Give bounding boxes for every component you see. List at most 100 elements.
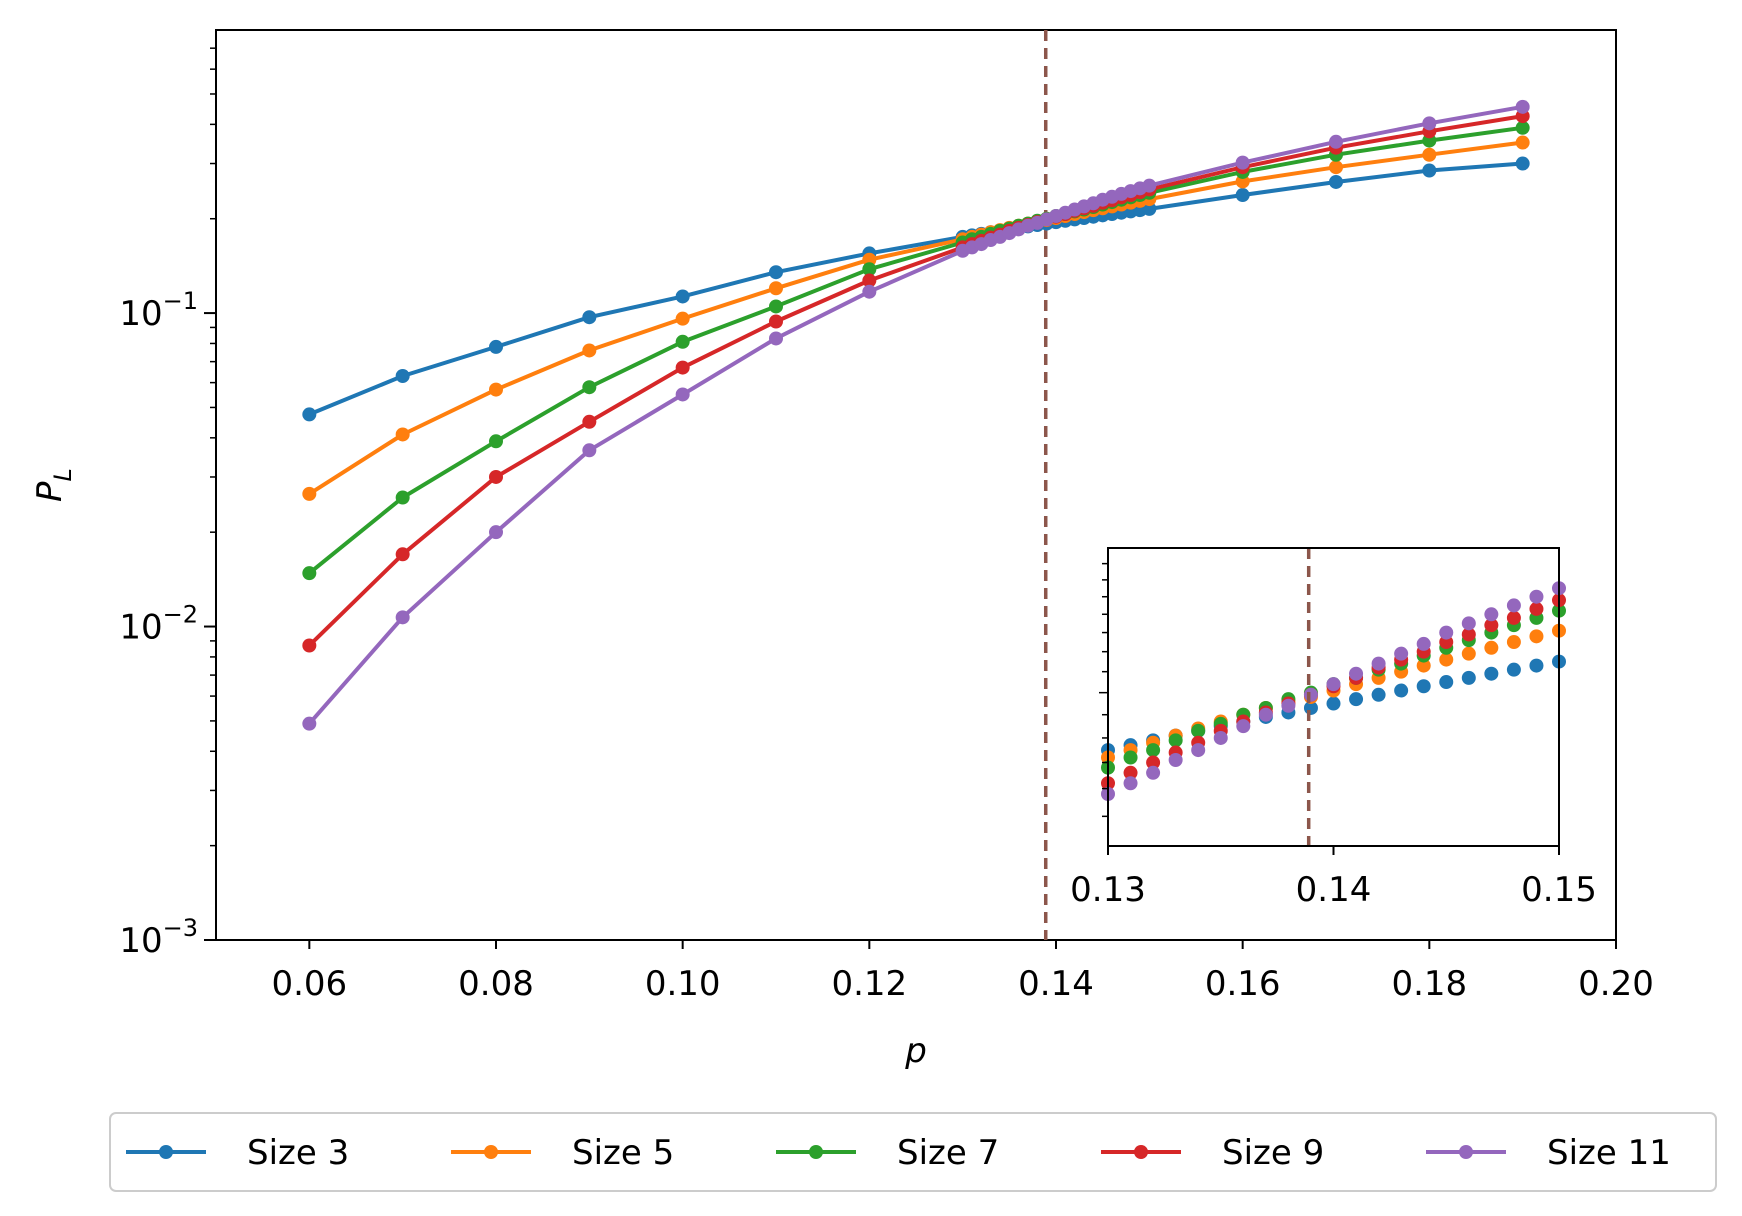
inset-point-size-11 — [1416, 636, 1431, 651]
inset-point-size-11 — [1236, 719, 1251, 734]
inset-point-size-9 — [1506, 610, 1521, 625]
x-tick-label: 0.18 — [1391, 964, 1467, 1004]
legend-item-size-7: Size 7 — [776, 1133, 999, 1173]
inset-point-size-11 — [1303, 687, 1318, 702]
data-point-size-9 — [302, 638, 317, 653]
inset-point-size-3 — [1529, 658, 1544, 673]
data-point-size-9 — [582, 414, 597, 429]
y-tick-label: 10−2 — [119, 601, 198, 648]
inset-point-size-7 — [1146, 743, 1161, 758]
inset-point-size-11 — [1439, 625, 1454, 640]
data-point-size-11 — [1329, 134, 1343, 149]
data-point-size-3 — [1235, 188, 1250, 203]
inset-point-size-3 — [1326, 696, 1341, 711]
inset-point-size-11 — [1326, 677, 1341, 692]
x-tick-label: 0.20 — [1578, 964, 1654, 1004]
data-point-size-3 — [582, 310, 597, 325]
inset-point-size-3 — [1506, 662, 1521, 677]
inset-point-size-11 — [1529, 589, 1544, 604]
data-point-size-7 — [395, 490, 410, 505]
inset-point-size-11 — [1213, 730, 1228, 745]
legend-marker — [484, 1145, 498, 1159]
legend-box — [109, 1112, 1717, 1192]
y-tick-label: 10−1 — [119, 287, 198, 334]
main-plot-frame — [215, 29, 1617, 941]
inset-point-size-11 — [1371, 656, 1386, 671]
y-tick-exponent: −1 — [163, 287, 198, 315]
data-point-size-9 — [769, 314, 783, 329]
data-point-size-3 — [302, 407, 317, 422]
data-point-size-5 — [769, 281, 783, 296]
legend-item-size-9: Size 9 — [1101, 1133, 1324, 1173]
legend-item-size-11: Size 11 — [1426, 1133, 1671, 1173]
inset-point-size-5 — [1529, 629, 1544, 644]
series-line-size-3 — [308, 161, 1523, 417]
y-tick-base: 10 — [119, 294, 162, 334]
y-axis-label: P — [30, 481, 70, 502]
x-tick-label: 0.12 — [831, 964, 907, 1004]
inset-point-size-3 — [1439, 675, 1454, 690]
inset-point-size-3 — [1484, 666, 1499, 681]
inset-x-ticks: 0.13 0.14 0.15 — [1070, 846, 1597, 910]
inset-y-ticks — [1099, 562, 1108, 818]
main-series-group — [302, 99, 1530, 731]
data-point-size-5 — [1515, 135, 1530, 150]
legend-label: Size 5 — [572, 1133, 674, 1173]
y-tick-exponent: −3 — [163, 914, 198, 942]
x-axis-label: p — [904, 1031, 927, 1071]
main-y-ticks: 10−110−210−3 — [119, 47, 216, 961]
y-tick-base: 10 — [119, 608, 162, 648]
inset-point-size-5 — [1461, 646, 1476, 661]
y-tick-label: 10−3 — [119, 914, 198, 961]
inset-point-size-5 — [1416, 658, 1431, 673]
data-point-size-7 — [675, 334, 690, 349]
legend-label: Size 11 — [1547, 1133, 1671, 1173]
svg-text:PL: PL — [30, 468, 77, 502]
data-point-size-5 — [1422, 147, 1437, 162]
inset-point-size-11 — [1168, 753, 1183, 768]
legend-item-size-3: Size 3 — [126, 1133, 349, 1173]
data-point-size-3 — [675, 289, 690, 304]
y-axis-label-group: PL — [30, 468, 77, 502]
main-plot: 0.06 0.08 0.10 0.12 0.14 0.16 0.18 0.20 10−110−… — [30, 29, 1654, 1071]
legend-label: Size 9 — [1222, 1133, 1324, 1173]
data-point-size-5 — [1329, 160, 1343, 175]
inset-point-size-11 — [1506, 598, 1521, 613]
data-point-size-9 — [862, 273, 877, 288]
inset-point-size-11 — [1146, 765, 1161, 780]
data-point-size-5 — [582, 343, 597, 358]
inset-point-size-11 — [1281, 698, 1296, 713]
legend-label: Size 7 — [897, 1133, 999, 1173]
inset-point-size-9 — [1529, 601, 1544, 616]
data-point-size-11 — [1422, 116, 1437, 131]
inset-point-size-11 — [1461, 616, 1476, 631]
data-point-size-3 — [769, 265, 783, 280]
y-axis-label-subscript: L — [49, 468, 77, 481]
inset-series-group — [1101, 581, 1566, 801]
x-tick-label: 0.08 — [458, 964, 534, 1004]
data-point-size-11 — [302, 716, 317, 731]
inset-point-size-9 — [1461, 627, 1476, 642]
x-tick-label: 0.06 — [271, 964, 347, 1004]
legend-marker — [159, 1145, 173, 1159]
data-point-size-11 — [1515, 99, 1530, 114]
data-point-size-11 — [489, 525, 503, 540]
inset-point-size-3 — [1461, 670, 1476, 685]
data-point-size-11 — [582, 443, 597, 458]
data-point-size-11 — [1142, 178, 1157, 193]
data-point-size-7 — [302, 566, 317, 581]
legend-label: Size 3 — [247, 1133, 349, 1173]
inset-plot: 0.13 0.14 0.15 — [1070, 547, 1597, 910]
x-tick-label: 0.16 — [1205, 964, 1281, 1004]
inset-point-size-3 — [1371, 687, 1386, 702]
data-point-size-9 — [489, 469, 503, 484]
inset-point-size-9 — [1123, 765, 1138, 780]
data-point-size-5 — [302, 486, 317, 501]
inset-point-size-3 — [1394, 683, 1409, 698]
x-tick-label: 0.14 — [1018, 964, 1094, 1004]
y-tick-exponent: −2 — [163, 601, 198, 629]
data-point-size-7 — [862, 262, 877, 277]
data-point-size-3 — [395, 368, 410, 383]
legend-items: Size 3 Size 5 Size 7 Size 9 Size 11 — [126, 1133, 1671, 1173]
